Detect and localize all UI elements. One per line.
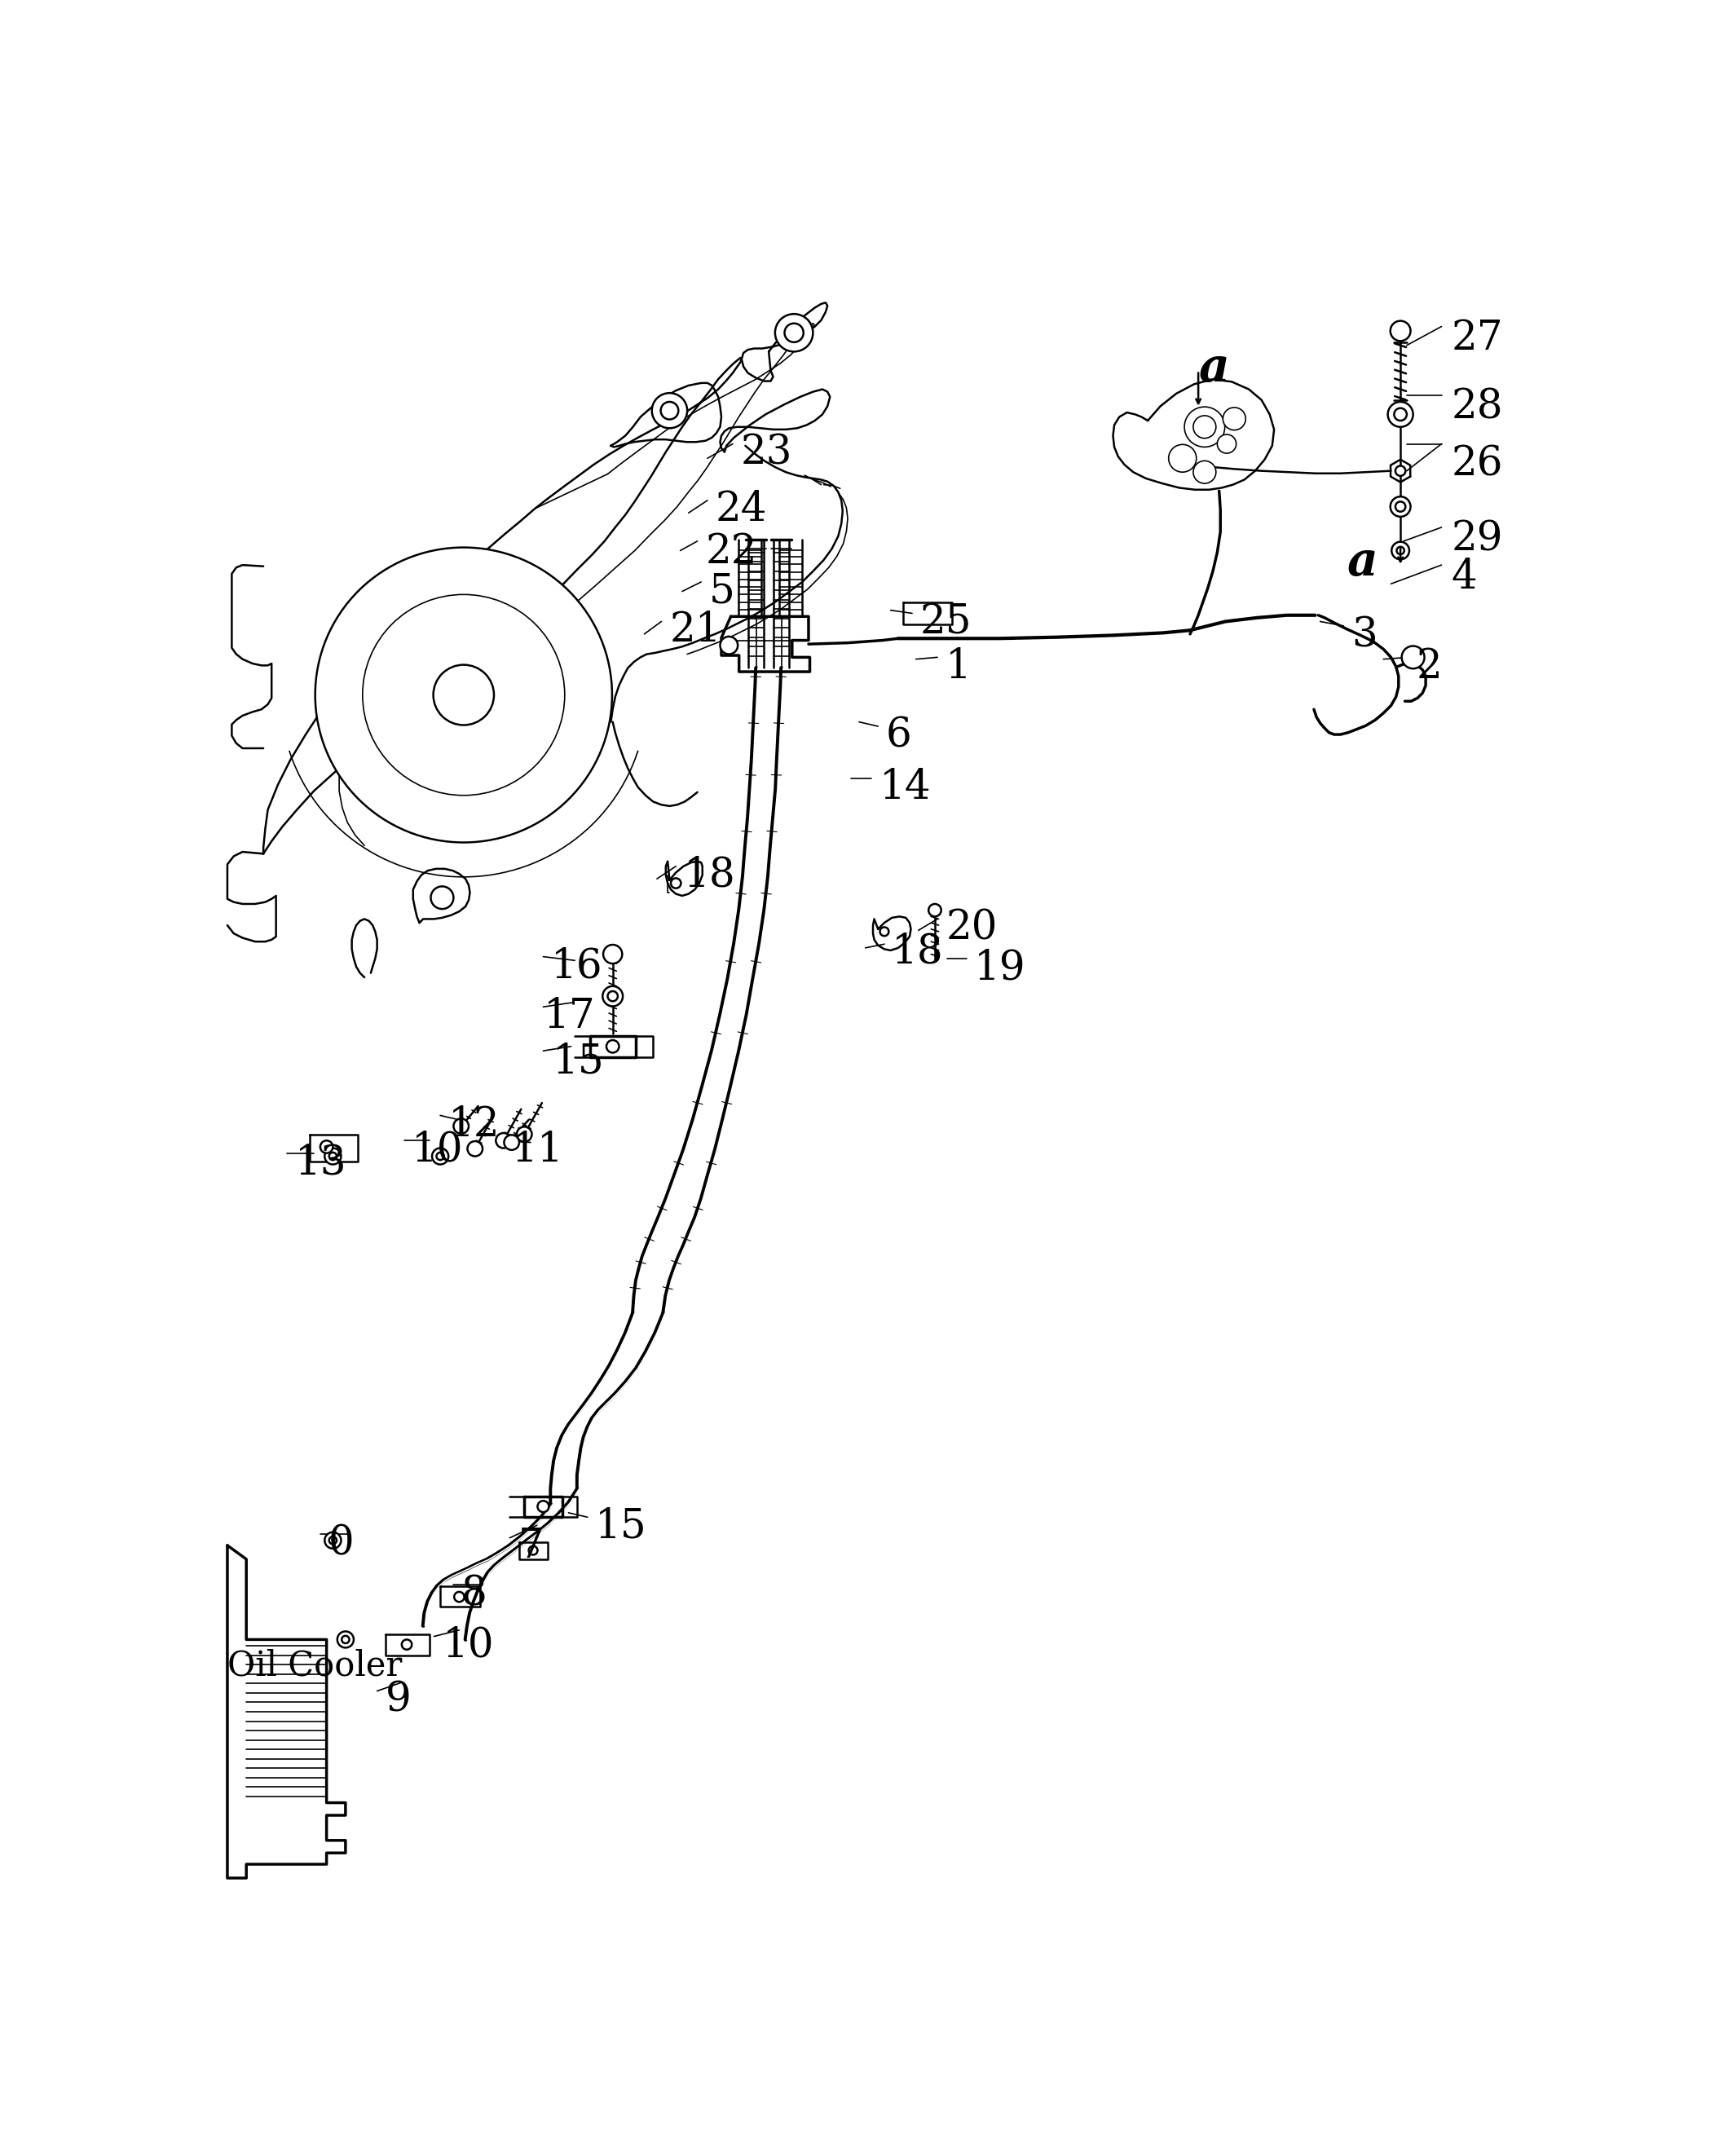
Text: 21: 21 <box>669 610 721 651</box>
Circle shape <box>1401 647 1424 668</box>
Circle shape <box>437 1153 444 1160</box>
Circle shape <box>1194 416 1217 438</box>
Circle shape <box>430 886 453 910</box>
Circle shape <box>1217 436 1236 453</box>
Circle shape <box>320 1141 334 1153</box>
Text: 15: 15 <box>594 1507 646 1546</box>
Circle shape <box>1396 502 1405 511</box>
Text: 4: 4 <box>1452 556 1477 597</box>
Circle shape <box>660 401 679 420</box>
Circle shape <box>337 1632 354 1647</box>
Text: Oil Cooler: Oil Cooler <box>228 1649 403 1684</box>
Circle shape <box>603 985 622 1007</box>
Circle shape <box>434 664 494 724</box>
Text: 9: 9 <box>385 1680 411 1720</box>
Circle shape <box>454 1591 465 1602</box>
Text: 1: 1 <box>945 647 971 688</box>
Circle shape <box>1223 407 1246 429</box>
Circle shape <box>1396 548 1405 554</box>
Text: 5: 5 <box>708 571 734 612</box>
Text: 14: 14 <box>880 768 931 808</box>
Circle shape <box>776 315 812 351</box>
Circle shape <box>608 992 619 1000</box>
Text: 20: 20 <box>945 908 997 949</box>
Text: 16: 16 <box>551 946 603 985</box>
Circle shape <box>529 1546 537 1554</box>
Circle shape <box>1184 407 1225 446</box>
Circle shape <box>1388 401 1414 427</box>
Text: 15: 15 <box>553 1041 605 1082</box>
Circle shape <box>880 927 888 936</box>
Circle shape <box>325 1149 340 1164</box>
Text: 28: 28 <box>1452 388 1503 427</box>
Circle shape <box>1194 461 1217 483</box>
Circle shape <box>401 1639 411 1649</box>
Circle shape <box>1394 407 1407 420</box>
Text: 18: 18 <box>684 856 736 895</box>
Circle shape <box>342 1636 349 1643</box>
Text: a: a <box>1198 345 1229 392</box>
Circle shape <box>537 1501 550 1511</box>
Text: 23: 23 <box>740 433 791 474</box>
Circle shape <box>328 1153 337 1160</box>
Text: 8: 8 <box>461 1574 487 1615</box>
Circle shape <box>517 1128 532 1143</box>
Text: 2: 2 <box>1417 647 1443 688</box>
Circle shape <box>785 323 804 343</box>
Circle shape <box>1396 466 1405 476</box>
Text: 27: 27 <box>1452 319 1503 358</box>
Circle shape <box>1391 541 1410 558</box>
Text: 26: 26 <box>1452 444 1503 485</box>
Text: 19: 19 <box>975 949 1026 987</box>
Circle shape <box>1391 496 1410 517</box>
Circle shape <box>721 636 738 653</box>
Text: 7: 7 <box>518 1526 544 1567</box>
Text: 6: 6 <box>885 716 911 757</box>
Text: 24: 24 <box>715 489 767 530</box>
Circle shape <box>467 1141 482 1156</box>
Circle shape <box>314 548 612 843</box>
Text: 11: 11 <box>511 1130 563 1171</box>
Circle shape <box>603 944 622 964</box>
Text: 17: 17 <box>544 996 596 1037</box>
Text: 10: 10 <box>442 1626 494 1667</box>
Text: 13: 13 <box>295 1143 347 1184</box>
Circle shape <box>1168 444 1196 472</box>
Text: a: a <box>1346 539 1377 586</box>
Text: 10: 10 <box>411 1130 463 1171</box>
Circle shape <box>607 1039 619 1052</box>
Circle shape <box>928 903 942 916</box>
Circle shape <box>432 1149 449 1164</box>
Circle shape <box>363 595 565 796</box>
Text: 12: 12 <box>449 1104 501 1145</box>
Circle shape <box>328 1537 337 1544</box>
Circle shape <box>325 1533 340 1548</box>
Text: 3: 3 <box>1351 614 1377 655</box>
Circle shape <box>453 1119 468 1134</box>
Text: 18: 18 <box>892 931 943 972</box>
Text: 25: 25 <box>921 604 973 642</box>
Text: 22: 22 <box>705 533 757 571</box>
Circle shape <box>670 877 681 888</box>
Text: 29: 29 <box>1452 520 1503 561</box>
Circle shape <box>1391 321 1410 341</box>
Text: 0: 0 <box>328 1524 354 1563</box>
Circle shape <box>651 392 688 429</box>
Circle shape <box>496 1134 511 1149</box>
Circle shape <box>505 1134 518 1149</box>
